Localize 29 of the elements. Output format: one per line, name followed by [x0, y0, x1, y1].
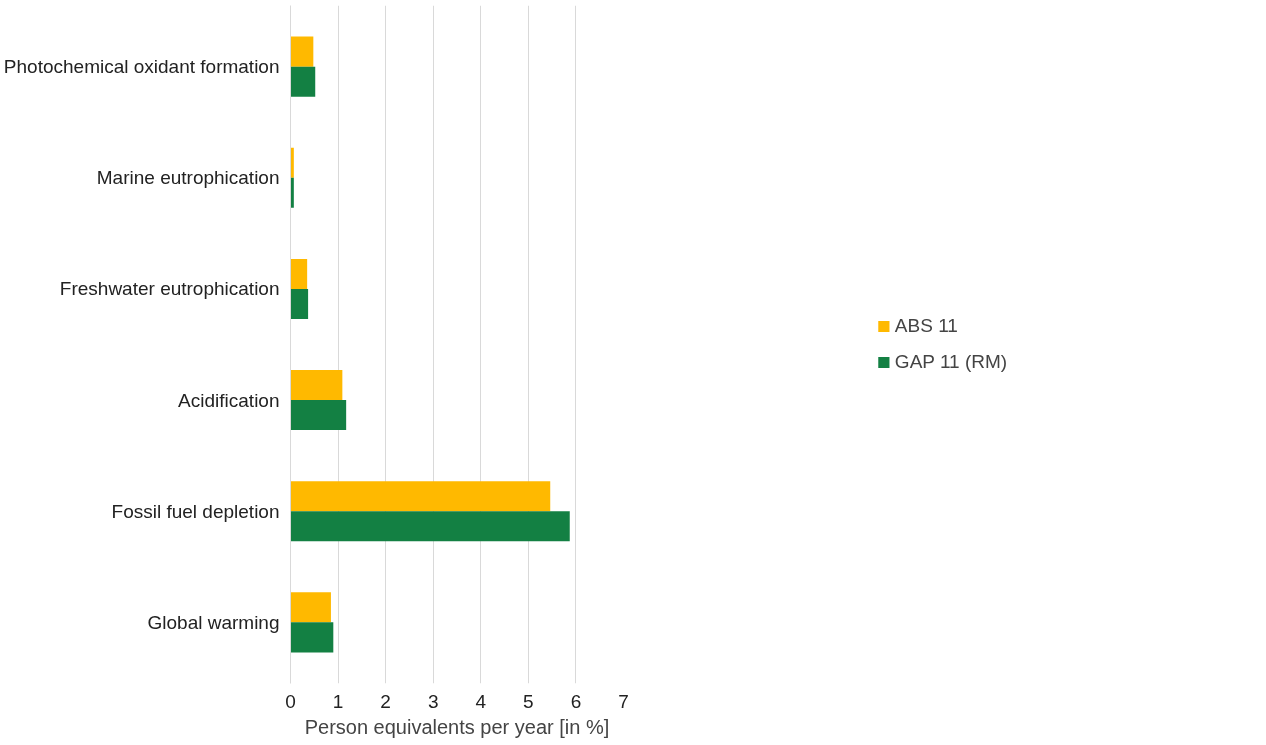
y-tick-label: Fossil fuel depletion	[111, 500, 280, 522]
x-tick-label: 7	[618, 690, 629, 712]
y-tick-label: Photochemical oxidant formation	[3, 56, 280, 78]
bar	[290, 36, 314, 67]
legend-label: GAP 11 (RM)	[894, 351, 1008, 373]
x-tick-label: 0	[285, 690, 296, 712]
bar	[290, 147, 294, 178]
bar	[290, 288, 309, 319]
x-tick-label: 4	[475, 690, 487, 712]
bar	[290, 66, 316, 97]
bar	[290, 177, 294, 208]
bar	[290, 481, 551, 512]
x-tick-label: 5	[523, 690, 534, 712]
bar	[290, 622, 334, 653]
y-tick-label: Freshwater eutrophication	[59, 278, 280, 300]
legend-label: ABS 11	[894, 315, 958, 337]
x-tick-label: 1	[332, 690, 344, 712]
y-tick-label: Global warming	[147, 611, 280, 633]
bar	[290, 400, 347, 431]
bar	[290, 370, 343, 401]
x-tick-label: 3	[427, 690, 439, 712]
bar	[290, 258, 308, 289]
bar	[290, 592, 331, 623]
y-tick-label: Marine eutrophication	[96, 167, 280, 189]
x-axis-title: Person equivalents per year [in %]	[304, 715, 610, 738]
y-tick-label: Acidification	[178, 389, 280, 411]
x-tick-label: 6	[570, 690, 582, 712]
bar	[290, 511, 570, 542]
x-tick-label: 2	[380, 690, 391, 712]
